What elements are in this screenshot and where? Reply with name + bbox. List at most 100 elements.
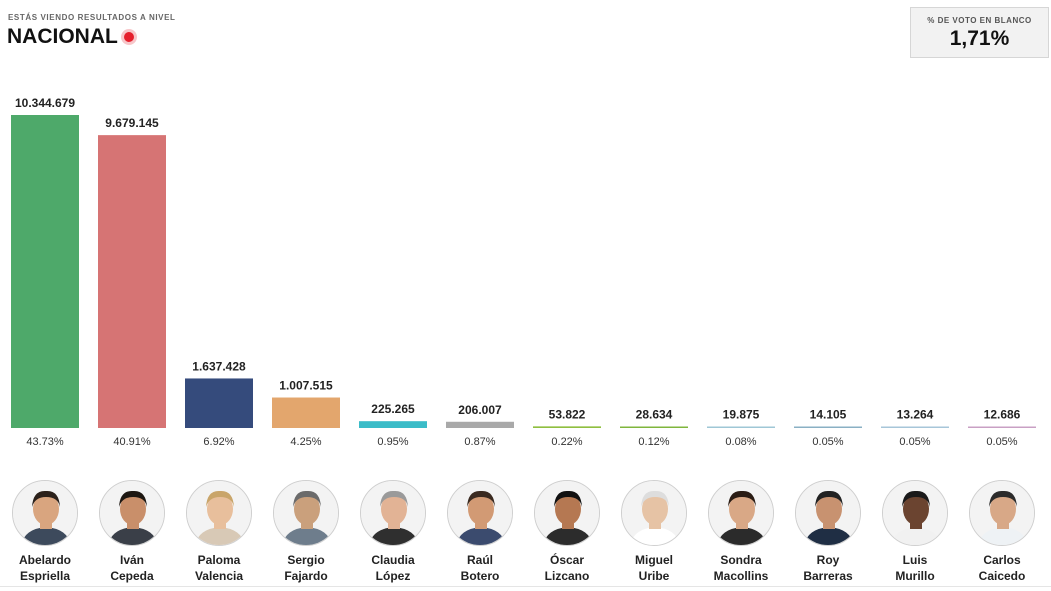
candidate-first-name: Luis: [902, 553, 928, 567]
bar-value-label: 28.634: [636, 408, 673, 422]
bar-percent-label: 0.08%: [725, 436, 756, 448]
bar-value-label: 206.007: [458, 403, 502, 417]
blank-vote-label: % DE VOTO EN BLANCO: [927, 16, 1032, 25]
bar-percent-label: 0.12%: [638, 436, 669, 448]
results-level-title: NACIONAL: [7, 25, 134, 49]
bar-percent-label: 0.05%: [986, 436, 1017, 448]
candidate-first-name: Sondra: [720, 553, 762, 567]
bar-value-label: 1.007.515: [279, 379, 333, 393]
bar-8: [620, 426, 688, 428]
candidate-photo-icon: [882, 480, 948, 546]
candidate-name: Raúl Botero: [437, 552, 523, 584]
bar-percent-label: 40.91%: [113, 436, 151, 448]
candidate-first-name: Abelardo: [18, 553, 71, 567]
candidate-name: Sondra Macollins: [698, 552, 784, 584]
candidate-card: Claudia López: [350, 478, 436, 584]
candidate-name: Claudia López: [350, 552, 436, 584]
candidate-photo-icon: [534, 480, 600, 546]
candidate-card: Carlos Caicedo: [959, 478, 1045, 584]
candidate-card: Roy Barreras: [785, 478, 871, 584]
candidate-name: Iván Cepeda: [89, 552, 175, 584]
bar-value-label: 19.875: [723, 408, 760, 422]
bar-2: [98, 135, 166, 428]
vote-bar-chart: 10.344.679 43.73% 9.679.145 40.91% 1.637.428…: [11, 96, 1036, 448]
candidate-card: Sergio Fajardo: [263, 478, 349, 584]
bar-9: [707, 426, 775, 428]
bar-12: [968, 426, 1036, 428]
candidate-last-name: Espriella: [19, 569, 71, 583]
candidate-card: Óscar Lizcano: [524, 478, 610, 584]
bar-1: [11, 115, 79, 428]
bar-value-label: 12.686: [984, 408, 1021, 422]
candidate-card: Raúl Botero: [437, 478, 523, 584]
candidate-photo-icon: [186, 480, 252, 546]
candidate-last-name: Lizcano: [544, 569, 590, 583]
candidate-photo-icon: [621, 480, 687, 546]
candidate-name: Óscar Lizcano: [524, 552, 610, 584]
candidate-photo-icon: [447, 480, 513, 546]
bar-value-label: 1.637.428: [192, 359, 246, 373]
candidate-first-name: Iván: [119, 553, 144, 567]
candidate-last-name: Barreras: [803, 569, 853, 583]
candidate-card: Abelardo Espriella: [2, 478, 88, 584]
bar-3: [185, 378, 253, 428]
bar-value-label: 13.264: [897, 408, 934, 422]
bar-percent-label: 6.92%: [203, 436, 234, 448]
candidate-first-name: Roy: [816, 553, 840, 567]
candidate-photo-icon: [969, 480, 1035, 546]
candidate-last-name: Macollins: [713, 569, 769, 583]
candidate-name: Luis Murillo: [872, 552, 958, 584]
candidate-photo-icon: [12, 480, 78, 546]
bar-percent-label: 0.22%: [551, 436, 582, 448]
bar-value-label: 225.265: [371, 402, 415, 416]
candidate-first-name: Óscar: [549, 553, 585, 567]
candidate-name: Abelardo Espriella: [2, 552, 88, 584]
bar-6: [446, 421, 514, 428]
candidate-list: Abelardo Espriella Iván Cepeda Paloma Valenci…: [0, 478, 1051, 591]
bar-4: [272, 397, 340, 428]
candidate-card: Luis Murillo: [872, 478, 958, 584]
bar-11: [881, 426, 949, 428]
candidate-name: Miguel Uribe: [611, 552, 697, 584]
candidate-last-name: Botero: [460, 569, 500, 583]
candidate-first-name: Paloma: [197, 553, 241, 567]
candidate-photo-icon: [795, 480, 861, 546]
bar-value-label: 53.822: [549, 407, 586, 421]
candidate-photo-icon: [273, 480, 339, 546]
candidate-name: Sergio Fajardo: [263, 552, 349, 584]
candidate-card: Paloma Valencia: [176, 478, 262, 584]
bar-value-label: 9.679.145: [105, 116, 159, 130]
candidate-card: Miguel Uribe: [611, 478, 697, 584]
candidate-last-name: Cepeda: [110, 569, 154, 583]
live-indicator-icon: [123, 32, 134, 42]
bar-value-label: 14.105: [810, 408, 847, 422]
candidate-last-name: Murillo: [895, 569, 935, 583]
bar-percent-label: 0.95%: [377, 436, 408, 448]
divider: [0, 586, 1051, 587]
blank-vote-value: 1,71%: [949, 27, 1010, 50]
results-level-label: ESTÁS VIENDO RESULTADOS A NIVEL: [8, 13, 176, 22]
bar-5: [359, 421, 427, 428]
bar-percent-label: 0.05%: [899, 436, 930, 448]
candidate-first-name: Claudia: [371, 553, 415, 567]
candidate-photo-icon: [708, 480, 774, 546]
candidate-card: Iván Cepeda: [89, 478, 175, 584]
candidate-name: Carlos Caicedo: [959, 552, 1045, 584]
candidate-photo-icon: [99, 480, 165, 546]
candidate-first-name: Carlos: [983, 553, 1021, 567]
candidate-first-name: Miguel: [635, 553, 673, 567]
bar-value-label: 10.344.679: [15, 96, 75, 110]
candidate-name: Paloma Valencia: [176, 552, 262, 584]
bar-7: [533, 426, 601, 428]
candidate-last-name: Uribe: [638, 569, 670, 583]
bar-10: [794, 426, 862, 428]
candidate-last-name: López: [375, 569, 411, 583]
candidate-first-name: Sergio: [287, 553, 325, 567]
bar-percent-label: 4.25%: [290, 436, 321, 448]
candidate-name: Roy Barreras: [785, 552, 871, 584]
bar-percent-label: 43.73%: [26, 436, 64, 448]
blank-vote-panel: % DE VOTO EN BLANCO 1,71%: [910, 7, 1049, 58]
candidate-card: Sondra Macollins: [698, 478, 784, 584]
bar-percent-label: 0.87%: [464, 436, 495, 448]
page-title: NACIONAL: [7, 25, 118, 48]
